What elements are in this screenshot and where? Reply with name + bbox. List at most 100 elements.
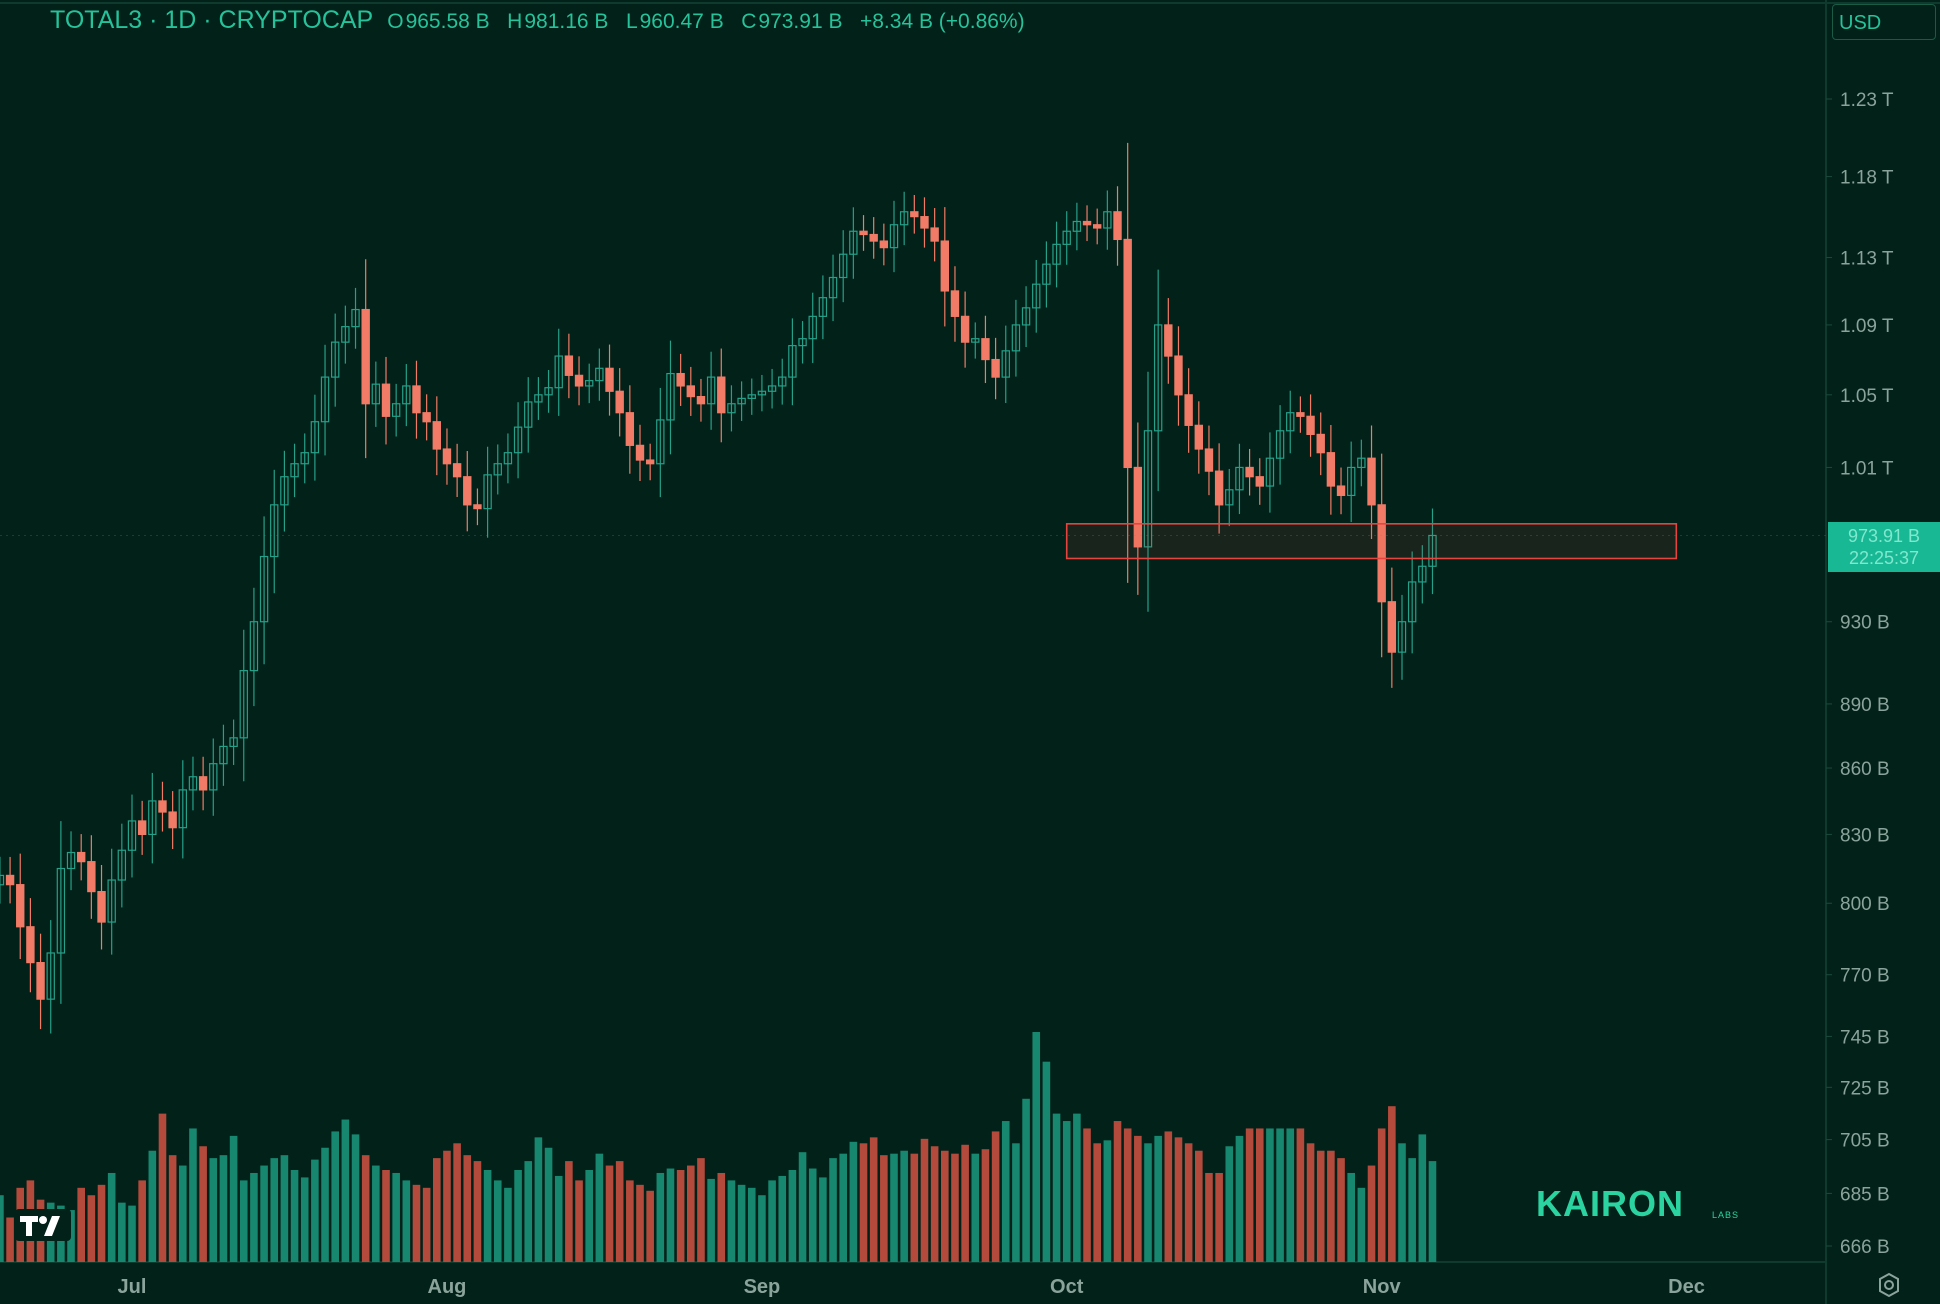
candle-body [1032,283,1041,309]
volume-bar [229,1135,238,1262]
volume-bar [280,1155,289,1262]
candle-body [676,372,685,387]
candle-body [1306,415,1315,436]
candle-body [1021,307,1031,326]
candle-body [564,355,574,376]
volume-bar [575,1180,583,1262]
y-tick-label: 745 B [1840,1027,1890,1048]
candle-body [1357,457,1366,469]
candle-body [1042,263,1051,285]
volume-bar [138,1180,146,1262]
volume-bar [158,1113,167,1262]
candle-body [696,396,706,405]
candle-body [412,385,421,414]
change-value: +8.34 B (+0.86%) [859,10,1025,33]
volume-bar [1266,1128,1274,1262]
volume-bar [1428,1161,1437,1262]
settings-gear-icon[interactable] [1876,1272,1902,1298]
volume-bar [402,1180,411,1262]
volume-bar [524,1161,533,1262]
candle-body [1336,485,1346,497]
volume-bar [1357,1187,1366,1262]
candle-body [574,374,584,387]
volume-bar [869,1137,878,1262]
candle-body [1174,355,1183,396]
currency-selector[interactable]: USD [1832,4,1936,40]
candle-body [1275,430,1285,459]
candle-body [1316,433,1325,454]
candle-body [1001,350,1010,378]
candle-body [107,879,116,923]
volume-bar [778,1175,787,1262]
volume-bar [880,1155,888,1262]
volume-bar [341,1119,350,1262]
candle-body [341,326,350,343]
candle-body [452,463,462,478]
x-tick-label: Jul [118,1276,147,1298]
volume-bar [1062,1121,1071,1262]
volume-bar [1164,1131,1173,1262]
volume-bar [900,1150,908,1262]
candle-body [818,297,828,317]
volume-bar [1123,1128,1132,1262]
symbol-legend: TOTAL3 · 1D · CRYPTOCAP O965.58 B H981.1… [50,6,1025,36]
volume-bar [128,1205,136,1262]
candle-body [1265,457,1275,487]
volume-bar [270,1158,279,1262]
volume-bar [493,1180,502,1262]
volume-bar [991,1131,1000,1262]
open-value: 965.58 B [405,10,490,33]
candle-body [1123,238,1132,469]
last-price-tag: 973.91 B 22:25:37 [1828,522,1940,572]
volume-bar [1388,1106,1396,1262]
volume-bar [463,1155,472,1262]
candle-body [1428,534,1437,567]
volume-bar [1255,1128,1264,1262]
candle-body [737,397,746,405]
volume-bar [361,1155,370,1262]
candle-body [1062,230,1071,245]
candle-body [1092,224,1102,229]
candle-body [219,745,228,765]
y-tick-label: 1.01 T [1840,458,1894,479]
volume-bar [941,1150,949,1262]
candle-body [168,811,177,829]
y-tick-label: 666 B [1840,1237,1890,1258]
volume-bar [1195,1150,1203,1262]
candle-body [788,345,797,378]
volume-bar [890,1153,898,1262]
candle-body [331,341,340,378]
volume-bar [77,1187,85,1262]
volume-bar [321,1147,329,1262]
x-tick-label: Sep [744,1276,781,1298]
candle-body [1346,466,1356,497]
candle-body [473,504,482,510]
volume-bar [595,1153,604,1262]
volume-bar [697,1158,705,1262]
y-tick-label: 1.09 T [1840,316,1894,337]
x-tick-label: Dec [1668,1276,1705,1298]
volume-bar [1042,1061,1051,1262]
x-tick-label: Nov [1363,1276,1402,1298]
volume-bar [168,1155,177,1262]
volume-bar [189,1128,197,1262]
volume-bar [118,1202,126,1262]
volume-bar [554,1175,563,1262]
candle-body [1133,466,1143,548]
candle-body [117,849,127,881]
volume-bar [737,1184,746,1262]
volume-bar [1337,1158,1345,1262]
volume-bar [199,1146,207,1262]
candle-body [56,867,66,954]
volume-bar [351,1134,360,1262]
volume-bar [585,1170,593,1262]
volume-bar [1327,1150,1335,1262]
candle-body [828,276,838,299]
y-tick-label: 1.23 T [1840,90,1894,111]
tradingview-logo-icon[interactable] [14,1208,72,1242]
volume-bar [534,1137,543,1262]
volume-bar [859,1143,868,1262]
candle-body [940,240,950,292]
candle-body [950,290,960,317]
